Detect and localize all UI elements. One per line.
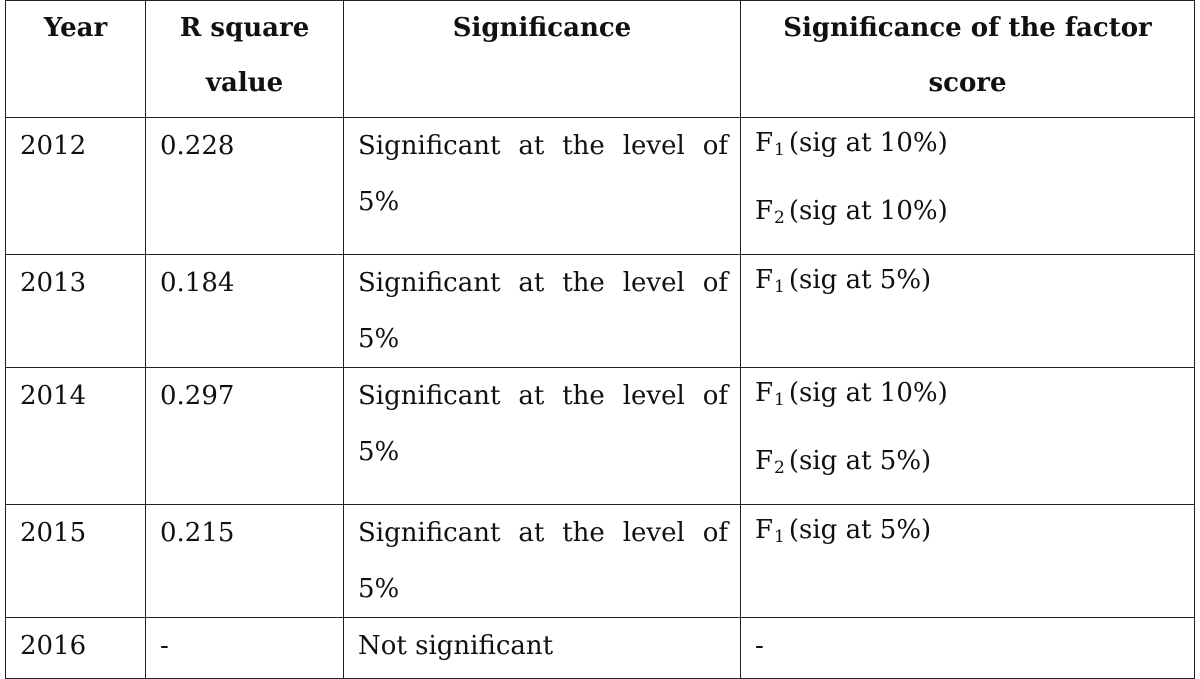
factor-entry: F1 (sig at 5%) — [755, 505, 1182, 573]
year-cell: 2014 — [5, 367, 146, 505]
factor-entry: F2 (sig at 5%) — [755, 436, 1182, 504]
r-square-cell: 0.215 — [145, 504, 344, 618]
year-cell: 2016 — [5, 617, 146, 679]
factor-subscript: 1 — [774, 390, 785, 410]
factor-entry: F1 (sig at 5%) — [755, 255, 1182, 323]
factor-significance: (sig at 10%) — [788, 378, 948, 408]
header-year: Year — [5, 0, 146, 118]
r-square-cell: - — [145, 617, 344, 679]
year-cell: 2015 — [5, 504, 146, 618]
r-square-cell: 0.297 — [145, 367, 344, 505]
factor-significance: (sig at 10%) — [788, 196, 948, 226]
factor-score-cell: F1 (sig at 10%) F2 (sig at 5%) — [740, 367, 1195, 505]
factor-label: F — [755, 446, 774, 476]
factor-score-cell: F1 (sig at 10%) F2 (sig at 10%) — [740, 117, 1195, 255]
table-row: 2014 0.297 Significant at the level of 5… — [5, 367, 1195, 505]
factor-label: F — [755, 196, 774, 226]
factor-entry: F2 (sig at 10%) — [755, 186, 1182, 254]
factor-subscript: 1 — [774, 527, 785, 547]
factor-significance: (sig at 5%) — [788, 515, 932, 545]
significance-cell: Significant at the level of 5% — [343, 254, 741, 368]
year-cell: 2012 — [5, 117, 146, 255]
regression-results-table: Year R square value Significance Signifi… — [5, 0, 1195, 679]
factor-subscript: 2 — [774, 208, 785, 228]
factor-significance: (sig at 5%) — [788, 265, 932, 295]
factor-label: F — [755, 378, 774, 408]
factor-entry: F1 (sig at 10%) — [755, 368, 1182, 436]
factor-label: F — [755, 515, 774, 545]
header-factor-score: Significance of the factor score — [740, 0, 1195, 118]
table-row: 2012 0.228 Significant at the level of 5… — [5, 117, 1195, 255]
significance-cell: Significant at the level of 5% — [343, 504, 741, 618]
factor-subscript: 1 — [774, 140, 785, 160]
factor-entry: F1 (sig at 10%) — [755, 118, 1182, 186]
factor-label: F — [755, 265, 774, 295]
header-significance: Significance — [343, 0, 741, 118]
factor-score-cell: F1 (sig at 5%) — [740, 504, 1195, 618]
table-row: 2016 - Not significant - — [5, 617, 1195, 679]
factor-score-cell: - — [740, 617, 1195, 679]
table-row: 2013 0.184 Significant at the level of 5… — [5, 254, 1195, 368]
factor-significance: (sig at 10%) — [788, 128, 948, 158]
factor-significance: (sig at 5%) — [788, 446, 932, 476]
factor-subscript: 2 — [774, 458, 785, 478]
r-square-cell: 0.184 — [145, 254, 344, 368]
factor-label: F — [755, 128, 774, 158]
factor-subscript: 1 — [774, 277, 785, 297]
year-cell: 2013 — [5, 254, 146, 368]
header-row: Year R square value Significance Signifi… — [5, 0, 1195, 118]
significance-cell: Significant at the level of 5% — [343, 117, 741, 255]
factor-score-cell: F1 (sig at 5%) — [740, 254, 1195, 368]
header-r-square: R square value — [145, 0, 344, 118]
table-row: 2015 0.215 Significant at the level of 5… — [5, 504, 1195, 618]
significance-cell: Not significant — [343, 617, 741, 679]
r-square-cell: 0.228 — [145, 117, 344, 255]
significance-cell: Significant at the level of 5% — [343, 367, 741, 505]
